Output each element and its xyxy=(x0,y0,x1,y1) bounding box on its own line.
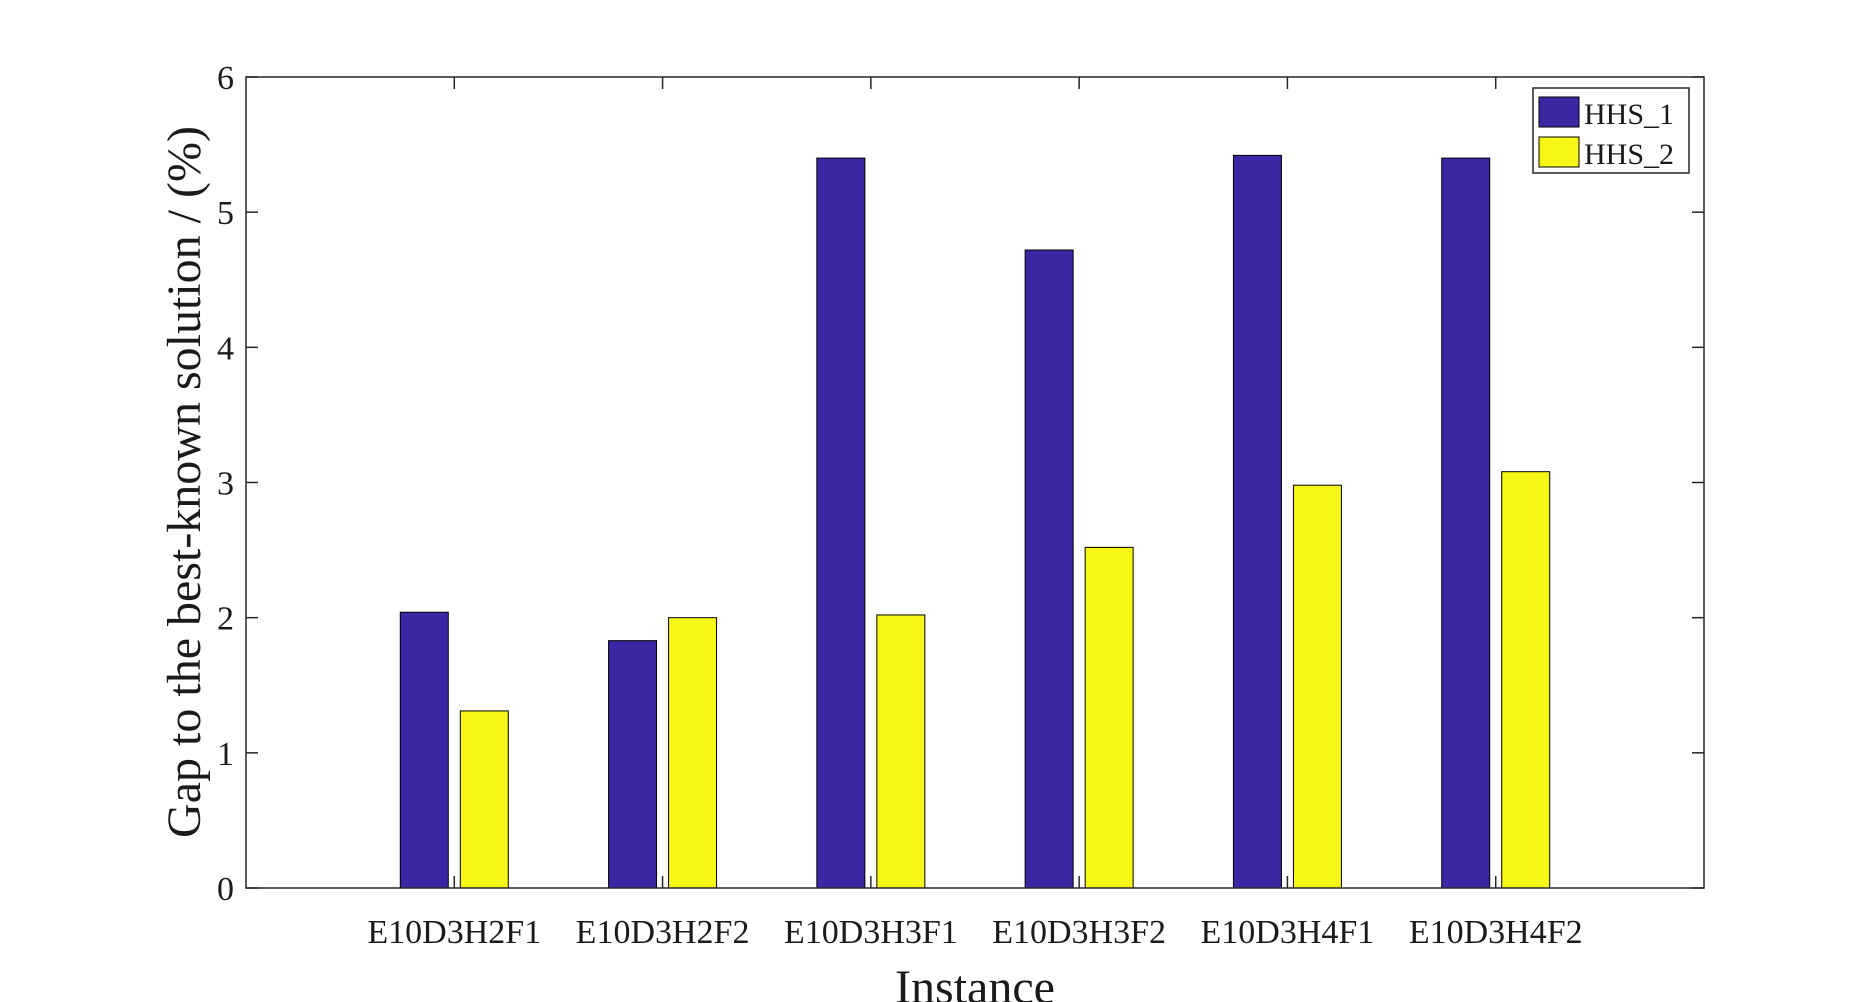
y-tick-label: 1 xyxy=(217,736,234,773)
x-tick-label: E10D3H4F1 xyxy=(1201,914,1375,951)
bar-hhs1-e10d3h3f1 xyxy=(816,157,866,889)
x-tick-label: E10D3H3F1 xyxy=(784,914,958,951)
legend-label-hhs2: HHS_2 xyxy=(1584,138,1674,171)
bar-hhs2-e10d3h4f2 xyxy=(1501,471,1551,889)
legend-swatch-hhs1 xyxy=(1538,96,1580,128)
x-tick-label: E10D3H3F2 xyxy=(992,914,1166,951)
labels-layer: E10D3H2F1 E10D3H2F2 E10D3H3F1 E10D3H3F2 E10D… xyxy=(217,60,1583,951)
legend-label-hhs1: HHS_1 xyxy=(1584,98,1674,131)
bar-hhs2-e10d3h4f1 xyxy=(1292,484,1342,889)
bar-hhs2-e10d3h3f2 xyxy=(1084,546,1134,889)
y-tick-label: 5 xyxy=(217,195,234,232)
x-tick-label: E10D3H4F2 xyxy=(1409,914,1583,951)
bars-layer xyxy=(399,154,1551,889)
y-tick-label: 0 xyxy=(217,871,234,908)
x-tick-label: E10D3H2F2 xyxy=(576,914,750,951)
bar-hhs2-e10d3h2f1 xyxy=(459,710,509,889)
plot-frame xyxy=(245,76,1705,889)
legend-swatch-hhs2 xyxy=(1538,136,1580,168)
bar-hhs1-e10d3h2f1 xyxy=(399,611,449,889)
bar-hhs1-e10d3h4f2 xyxy=(1441,157,1491,889)
x-axis-title: Instance xyxy=(895,961,1055,1002)
y-tick-label: 2 xyxy=(217,601,234,638)
bar-hhs1-e10d3h4f1 xyxy=(1232,154,1282,889)
legend: HHS_1 HHS_2 xyxy=(1532,87,1690,174)
bar-hhs2-e10d3h2f2 xyxy=(668,617,718,889)
bar-hhs2-e10d3h3f1 xyxy=(876,614,926,889)
bar-hhs1-e10d3h3f2 xyxy=(1024,249,1074,889)
y-tick-label: 4 xyxy=(217,330,234,367)
y-tick-label: 3 xyxy=(217,466,234,503)
x-tick-label: E10D3H2F1 xyxy=(367,914,541,951)
y-tick-label: 6 xyxy=(217,60,234,97)
bar-hhs1-e10d3h2f2 xyxy=(608,640,658,889)
y-axis-title: Gap to the best-known solution / (%) xyxy=(158,126,211,838)
